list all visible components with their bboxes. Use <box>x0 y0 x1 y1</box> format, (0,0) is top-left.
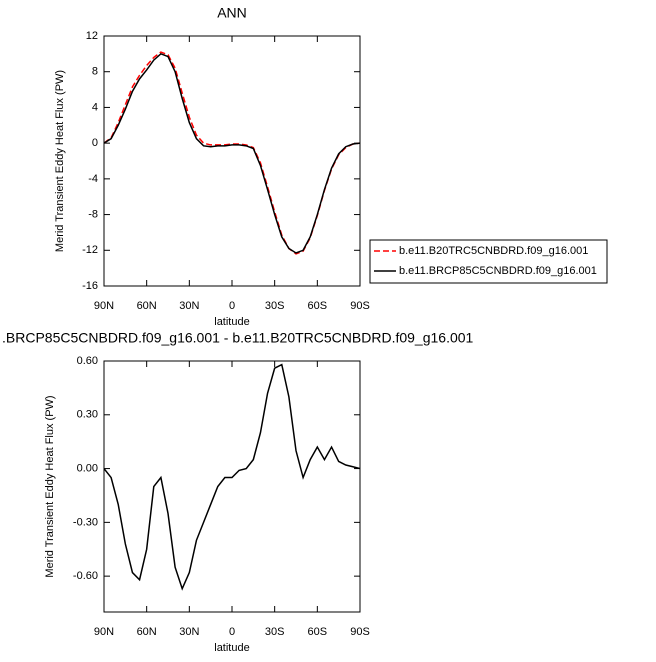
y-tick-label: 0.00 <box>77 462 98 474</box>
y-axis-label: Merid Transient Eddy Heat Flux (PW) <box>54 70 66 252</box>
x-tick-label: 0 <box>229 626 235 638</box>
x-tick-label: 30S <box>265 626 285 638</box>
x-tick-label: 30N <box>179 626 199 638</box>
legend-label: b.e11.B20TRC5CNBDRD.f09_g16.001 <box>399 245 588 257</box>
x-axis-label: latitude <box>214 316 249 328</box>
x-tick-label: 60N <box>137 300 157 312</box>
y-tick-label: 4 <box>92 101 98 113</box>
y-tick-label: 0.60 <box>77 355 98 367</box>
y-tick-label: 8 <box>92 66 98 78</box>
x-tick-label: 30N <box>179 300 199 312</box>
y-tick-label: -12 <box>82 244 98 256</box>
x-tick-label: 0 <box>229 300 235 312</box>
chart-title: ANN <box>217 5 247 21</box>
x-tick-label: 60N <box>137 626 157 638</box>
series-line <box>103 52 361 254</box>
series-line <box>103 51 361 255</box>
y-axis-label: Merid Transient Eddy Heat Flux (PW) <box>44 395 56 577</box>
series-line <box>103 363 361 591</box>
y-tick-label: -0.30 <box>73 516 98 528</box>
y-tick-label: 0.30 <box>77 409 98 421</box>
legend-label: b.e11.BRCP85C5CNBDRD.f09_g16.001 <box>399 265 597 277</box>
y-tick-label: 0 <box>92 137 98 149</box>
plot-frame <box>103 360 361 613</box>
y-tick-label: -4 <box>88 173 98 185</box>
x-tick-label: 60S <box>308 626 328 638</box>
y-tick-label: -8 <box>88 208 98 220</box>
plot-frame <box>103 35 361 287</box>
y-tick-label: -0.60 <box>73 570 98 582</box>
x-tick-label: 60S <box>308 300 328 312</box>
x-tick-label: 90N <box>94 300 114 312</box>
x-axis-label: latitude <box>214 642 249 654</box>
y-tick-label: -16 <box>82 280 98 292</box>
x-tick-label: 30S <box>265 300 285 312</box>
y-tick-label: 12 <box>86 30 98 42</box>
legend-box <box>369 239 608 284</box>
x-tick-label: 90S <box>350 300 370 312</box>
chart-title: .BRCP85C5CNBDRD.f09_g16.001 - b.e11.B20T… <box>2 330 474 346</box>
x-tick-label: 90N <box>94 626 114 638</box>
x-tick-label: 90S <box>350 626 370 638</box>
